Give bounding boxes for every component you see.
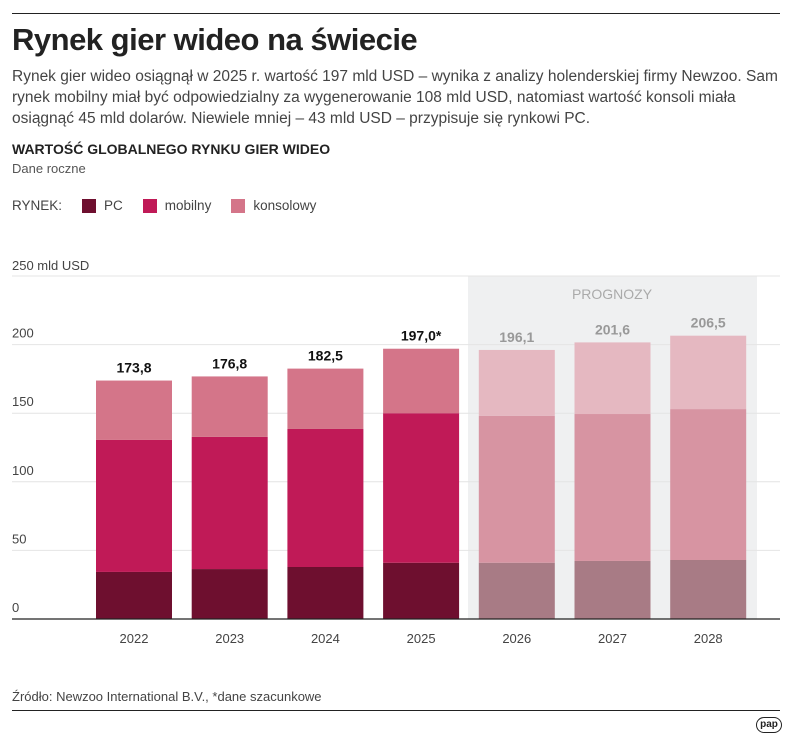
bar-mobilny-2028 — [670, 409, 747, 561]
forecast-label: PROGNOZY — [572, 286, 653, 302]
legend-label: mobilny — [164, 198, 212, 213]
chart-title: WARTOŚĆ GLOBALNEGO RYNKU GIER WIDEO — [12, 141, 331, 157]
y-tick-label: 150 — [12, 394, 34, 409]
total-label: 201,6 — [595, 321, 630, 337]
legend-swatch — [82, 198, 97, 213]
bar-mobilny-2025 — [383, 413, 460, 563]
bar-mobilny-2026 — [478, 415, 555, 563]
legend-title: RYNEK: — [12, 198, 63, 213]
bar-PC-2023 — [191, 569, 268, 619]
x-tick-label: 2027 — [598, 631, 627, 646]
page-title: Rynek gier wideo na świecie — [12, 22, 418, 57]
total-label: 196,1 — [499, 329, 534, 345]
source-note: Źródło: Newzoo International B.V., *dane… — [12, 689, 322, 704]
bottom-divider — [12, 710, 780, 711]
bar-PC-2027 — [574, 560, 651, 619]
legend-swatch — [231, 198, 246, 213]
y-tick-label: 50 — [12, 531, 26, 546]
legend-item-mobile: mobilny — [142, 198, 212, 213]
total-label: 197,0* — [401, 328, 442, 344]
bar-PC-2025 — [383, 562, 460, 619]
bar-PC-2024 — [287, 567, 364, 619]
legend-item-pc: PC — [82, 198, 123, 213]
top-divider — [12, 13, 780, 14]
y-axis-top-label: 250 mld USD — [12, 258, 89, 273]
bar-konsolowy-2026 — [478, 349, 555, 416]
x-tick-label: 2023 — [215, 631, 244, 646]
x-tick-label: 2026 — [502, 631, 531, 646]
bar-konsolowy-2027 — [574, 342, 651, 415]
lead-text: Rynek gier wideo osiągnął w 2025 r. wart… — [12, 68, 778, 127]
bar-PC-2022 — [96, 571, 172, 619]
bar-konsolowy-2028 — [670, 335, 747, 410]
bar-mobilny-2023 — [191, 436, 268, 570]
bar-konsolowy-2024 — [287, 368, 364, 429]
bar-mobilny-2022 — [96, 439, 172, 572]
legend-item-console: konsolowy — [231, 198, 316, 213]
x-tick-label: 2028 — [694, 631, 723, 646]
bar-konsolowy-2022 — [96, 380, 172, 440]
y-tick-label: 100 — [12, 463, 34, 478]
total-label: 182,5 — [308, 348, 343, 364]
legend-swatch — [142, 198, 157, 213]
bar-mobilny-2027 — [574, 414, 651, 561]
total-label: 176,8 — [212, 355, 247, 371]
x-tick-label: 2024 — [311, 631, 340, 646]
bar-mobilny-2024 — [287, 428, 364, 568]
bar-PC-2026 — [478, 562, 555, 619]
total-label: 173,8 — [116, 360, 151, 376]
bar-konsolowy-2023 — [191, 376, 268, 437]
pap-logo: pap — [756, 717, 782, 733]
y-tick-label: 0 — [12, 600, 19, 615]
bar-konsolowy-2025 — [383, 348, 460, 414]
legend-label: PC — [104, 198, 123, 213]
x-tick-label: 2025 — [407, 631, 436, 646]
bar-PC-2028 — [670, 560, 747, 619]
y-tick-label: 200 — [12, 326, 34, 341]
legend: RYNEK: PC mobilny konsolowy — [12, 198, 316, 213]
legend-label: konsolowy — [253, 198, 317, 213]
chart-subtitle: Dane roczne — [12, 161, 86, 176]
x-tick-label: 2022 — [120, 631, 149, 646]
total-label: 206,5 — [691, 315, 726, 331]
